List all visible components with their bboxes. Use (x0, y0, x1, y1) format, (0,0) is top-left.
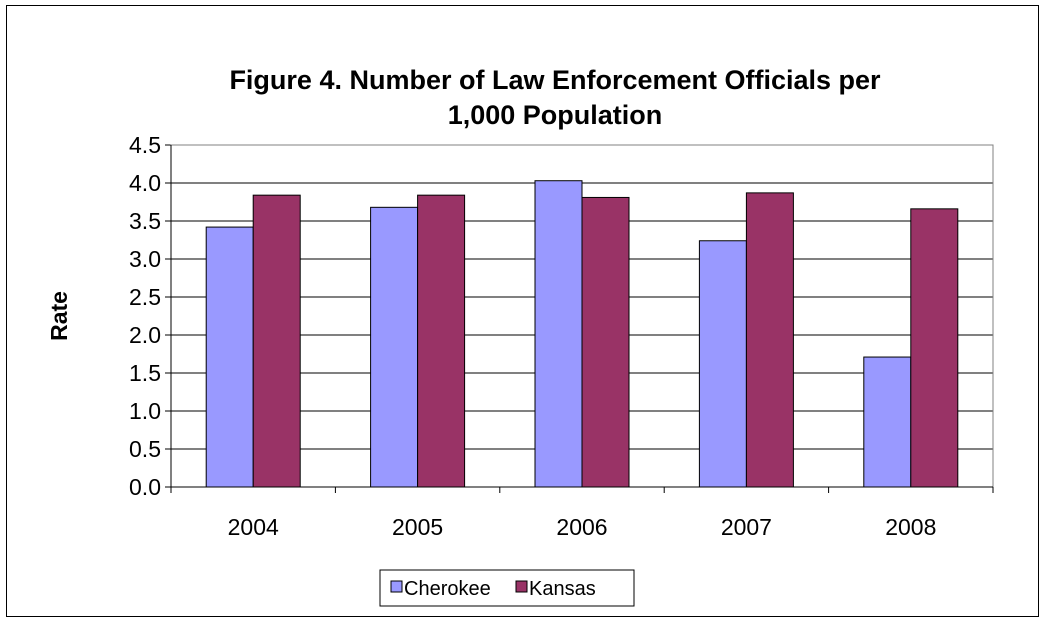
y-axis-label: Rate (46, 291, 72, 341)
bar-cherokee (864, 357, 911, 487)
legend-swatch-cherokee (391, 581, 402, 592)
y-tick-label: 0.5 (129, 436, 161, 462)
bar-cherokee (206, 227, 253, 487)
y-tick-label: 2.0 (129, 322, 161, 348)
bar-kansas (911, 209, 958, 487)
y-tick-label: 3.5 (129, 208, 161, 234)
bar-cherokee (371, 207, 418, 487)
bar-cherokee (535, 181, 582, 487)
bar-kansas (253, 195, 300, 487)
bar-kansas (746, 193, 793, 487)
bar-cherokee (699, 241, 746, 487)
legend-swatch-kansas (516, 581, 527, 592)
x-tick-label: 2007 (721, 514, 772, 540)
x-tick-label: 2008 (885, 514, 936, 540)
y-tick-label: 1.5 (129, 360, 161, 386)
bar-kansas (582, 197, 629, 487)
legend: Cherokee Kansas (380, 570, 634, 606)
x-tick-label: 2004 (228, 514, 279, 540)
y-tick-label: 4.5 (129, 132, 161, 158)
chart-title-line-2: 1,000 Population (448, 100, 663, 130)
y-tick-label: 1.0 (129, 398, 161, 424)
y-tick-label: 0.0 (129, 474, 161, 500)
y-tick-label: 3.0 (129, 246, 161, 272)
x-tick-label: 2005 (392, 514, 443, 540)
x-tick-label: 2006 (556, 514, 607, 540)
legend-label-cherokee: Cherokee (404, 578, 491, 600)
bar-kansas (418, 195, 465, 487)
legend-label-kansas: Kansas (529, 578, 596, 600)
y-tick-label: 4.0 (129, 170, 161, 196)
plot-area: 0.0 0.5 1.0 1.5 2.0 2.5 3.0 3.5 4.0 4.5 2004 2005 20… (129, 132, 993, 540)
y-tick-label: 2.5 (129, 284, 161, 310)
chart-title-line-1: Figure 4. Number of Law Enforcement Offi… (229, 65, 881, 95)
